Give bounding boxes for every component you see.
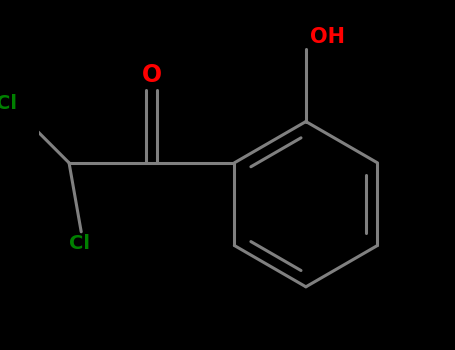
Text: Cl: Cl xyxy=(69,234,90,253)
Text: O: O xyxy=(142,63,162,87)
Text: OH: OH xyxy=(310,27,345,47)
Text: Cl: Cl xyxy=(0,94,17,113)
